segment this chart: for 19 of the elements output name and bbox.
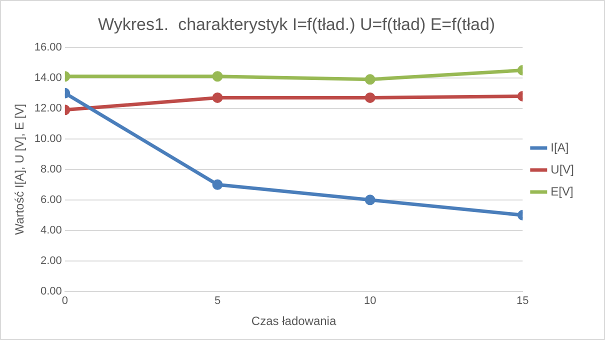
chart-title: Wykres1. charakterystyk I=f(tład.) U=f(tład) E=f(tład) [98,14,496,34]
y-tick-label: 8.00 [40,163,62,176]
x-axis-title: Czas ładowania [251,314,336,328]
y-tick-label: 16.00 [34,41,62,54]
y-tick-label: 6.00 [40,194,62,206]
x-tick-label: 10 [364,295,376,308]
y-tick-label: 10.00 [34,132,62,145]
x-tick-label: 5 [214,295,221,308]
legend-label: U[V] [550,162,574,176]
legend-label: I[A] [550,140,569,154]
y-tick-label: 0.00 [40,285,62,298]
x-tick-label: 15 [516,295,529,308]
y-tick-label: 4.00 [40,224,62,236]
y-tick-label: 2.00 [40,254,62,267]
y-tick-label: 12.00 [34,102,62,114]
y-axis-title: Wartość I[A], U [V], E [V] [12,104,27,235]
x-tick-label: 0 [62,295,68,308]
y-tick-label: 14.00 [34,72,62,84]
legend-label: E[V] [550,184,574,198]
